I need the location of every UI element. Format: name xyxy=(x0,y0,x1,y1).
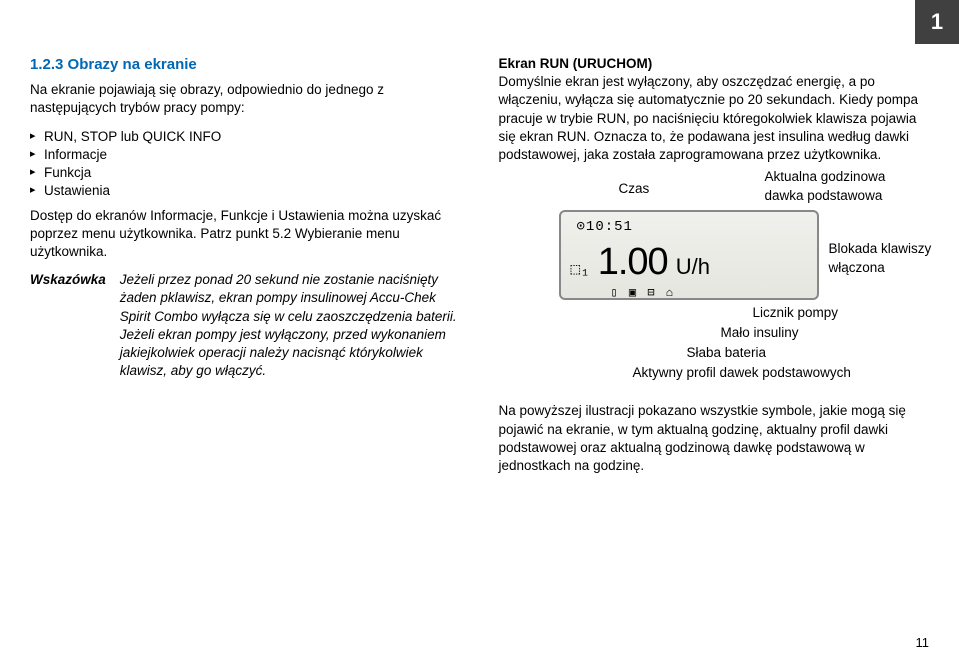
list-item: Funkcja xyxy=(30,164,461,182)
list-item: Ustawienia xyxy=(30,182,461,200)
lcd-time: ⊙10:51 xyxy=(577,218,807,237)
left-column: 1.2.3 Obrazy na ekranie Na ekranie pojaw… xyxy=(30,55,461,485)
label-keylock: Blokada klawiszy włączona xyxy=(829,240,949,276)
hint-label: Wskazówka xyxy=(30,271,106,380)
lcd-unit: U/h xyxy=(676,252,710,282)
list-item: RUN, STOP lub QUICK INFO xyxy=(30,128,461,146)
lcd-screen: ⊙10:51 ⬚₁ 1.00 U/h ▯ ▣ ⊟ ⌂ xyxy=(559,210,819,300)
list-item: Informacje xyxy=(30,146,461,164)
chapter-tab: 1 xyxy=(915,0,959,44)
hint-text: Jeżeli przez ponad 20 sekund nie zostani… xyxy=(120,271,461,380)
chapter-number: 1 xyxy=(931,7,943,37)
run-heading: Ekran RUN (URUCHOM) xyxy=(499,56,653,71)
run-description: Domyślnie ekran jest wyłączony, aby oszc… xyxy=(499,74,918,162)
mode-bullet-list: RUN, STOP lub QUICK INFO Informacje Funk… xyxy=(30,128,461,201)
hint-block: Wskazówka Jeżeli przez ponad 20 sekund n… xyxy=(30,271,461,380)
label-basal-rate: Aktualna godzinowa dawka podstawowa xyxy=(765,168,925,204)
section-title: 1.2.3 Obrazy na ekranie xyxy=(30,55,461,75)
caption-paragraph: Na powyższej ilustracji pokazano wszystk… xyxy=(499,402,930,475)
lcd-main-row: ⬚₁ 1.00 U/h xyxy=(571,237,807,288)
profile-icon: ⬚₁ xyxy=(571,260,590,282)
page-number: 11 xyxy=(916,634,930,652)
intro-paragraph: Na ekranie pojawiają się obrazy, odpowie… xyxy=(30,81,461,117)
lcd-status-icons: ▯ ▣ ⊟ ⌂ xyxy=(611,285,807,301)
after-bullets-paragraph: Dostęp do ekranów Informacje, Funkcje i … xyxy=(30,207,461,262)
run-screen-paragraph: Ekran RUN (URUCHOM) Domyślnie ekran jest… xyxy=(499,55,930,164)
label-low-battery: Słaba bateria xyxy=(687,344,767,362)
right-column: Ekran RUN (URUCHOM) Domyślnie ekran jest… xyxy=(499,55,930,485)
page-content: 1.2.3 Obrazy na ekranie Na ekranie pojaw… xyxy=(30,55,929,485)
label-low-insulin: Mało insuliny xyxy=(721,324,799,342)
screen-diagram: Czas Aktualna godzinowa dawka podstawowa… xyxy=(499,174,930,374)
label-active-profile: Aktywny profil dawek podstawowych xyxy=(633,364,851,382)
label-counter: Licznik pompy xyxy=(753,304,839,322)
lcd-value: 1.00 xyxy=(598,237,668,288)
label-time: Czas xyxy=(619,180,650,198)
